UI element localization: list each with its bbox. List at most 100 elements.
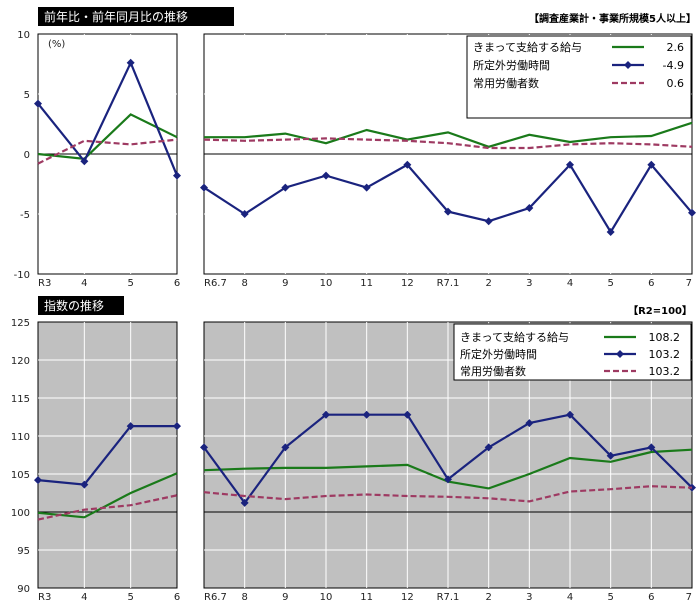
data-point-2-right bbox=[566, 410, 574, 419]
legend-value: 0.6 bbox=[667, 77, 685, 90]
legend: きまって支給する給与 108.2 所定外労働時間 103.2 常用労働者数 103.2 bbox=[453, 323, 692, 381]
x-tick-label: R6.7 bbox=[204, 278, 227, 289]
series-line-3-left bbox=[37, 138, 178, 165]
x-tick-label: R7.1 bbox=[437, 592, 460, 603]
data-point-2-right bbox=[200, 183, 208, 192]
series-line-2-left bbox=[37, 60, 179, 177]
y-tick-label: -5 bbox=[20, 210, 30, 221]
x-tick-label: 12 bbox=[401, 592, 414, 603]
data-point-2-right bbox=[606, 228, 615, 236]
legend-label: 所定外労働時間 bbox=[460, 347, 537, 361]
x-tick-label: 4 bbox=[81, 278, 87, 289]
x-tick-label: R7.1 bbox=[437, 278, 460, 289]
legend-marker bbox=[624, 61, 632, 69]
data-point-2-right bbox=[362, 183, 371, 192]
plot-panel-left: R3 4 5 6 bbox=[34, 33, 181, 289]
data-point-2-right bbox=[566, 160, 574, 169]
y-tick-label: 105 bbox=[11, 470, 30, 481]
legend-label: きまって支給する給与 bbox=[460, 330, 569, 344]
series-line-3-right bbox=[203, 485, 693, 503]
chart-1: 前年比・前年同月比の推移 【調査産業計・事業所規模5人以上】 R3 4 5 6 R6.7 8 9… bbox=[14, 7, 696, 289]
series-line-3-right bbox=[203, 137, 693, 150]
data-point-2-left bbox=[80, 157, 89, 166]
data-point-2-right bbox=[525, 419, 534, 428]
chart-title-box bbox=[38, 7, 234, 26]
y-tick-label: 90 bbox=[17, 584, 30, 595]
legend-value: 103.2 bbox=[649, 365, 681, 378]
legend-label: 常用労働者数 bbox=[473, 76, 539, 90]
x-tick-label: 6 bbox=[648, 278, 654, 289]
data-point-2-right bbox=[444, 475, 452, 484]
x-tick-label: 5 bbox=[127, 592, 133, 603]
x-tick-label: 4 bbox=[567, 592, 573, 603]
x-tick-label: 10 bbox=[320, 278, 333, 289]
x-tick-label: 9 bbox=[282, 592, 288, 603]
data-point-2-right bbox=[240, 210, 249, 218]
data-point-2-left bbox=[34, 99, 42, 108]
x-tick-label: 6 bbox=[174, 278, 180, 289]
data-point-2-right bbox=[240, 498, 249, 507]
x-tick-label: 9 bbox=[282, 278, 288, 289]
series-line-1-left bbox=[37, 113, 178, 160]
data-point-2-right bbox=[525, 204, 534, 212]
x-tick-label: 5 bbox=[607, 592, 613, 603]
x-tick-label: 2 bbox=[485, 592, 491, 603]
y-tick-label: 5 bbox=[24, 90, 30, 101]
legend-value: 103.2 bbox=[649, 348, 681, 361]
y-tick-label: 125 bbox=[11, 318, 30, 329]
plot-panel-left: R3 4 5 6 bbox=[34, 321, 181, 603]
data-point-2-right bbox=[200, 443, 208, 452]
data-point-2-right bbox=[281, 183, 290, 192]
data-point-2-right bbox=[403, 160, 412, 169]
x-tick-label: 6 bbox=[174, 592, 180, 603]
data-point-2-right bbox=[322, 171, 330, 180]
x-tick-label: 3 bbox=[526, 278, 532, 289]
x-tick-label: 7 bbox=[686, 592, 692, 603]
x-tick-label: 10 bbox=[320, 592, 333, 603]
data-point-2-left bbox=[173, 422, 181, 431]
x-tick-label: 8 bbox=[241, 278, 247, 289]
chart-title: 前年比・前年同月比の推移 bbox=[44, 9, 188, 24]
legend-box bbox=[453, 323, 692, 381]
data-point-2-right bbox=[322, 410, 330, 419]
data-point-2-right bbox=[484, 217, 493, 226]
x-tick-label: 5 bbox=[127, 278, 133, 289]
y-tick-label: 120 bbox=[11, 356, 30, 367]
chart-title: 指数の推移 bbox=[44, 298, 104, 313]
x-tick-label: R3 bbox=[38, 278, 51, 289]
x-tick-label: R6.7 bbox=[204, 592, 227, 603]
series-line-1-right bbox=[204, 121, 693, 148]
x-tick-label: 3 bbox=[526, 592, 532, 603]
legend-label: 常用労働者数 bbox=[460, 364, 526, 378]
data-point-2-left bbox=[34, 476, 42, 485]
x-tick-label: 2 bbox=[485, 278, 491, 289]
legend-box bbox=[466, 35, 692, 119]
y-tick-label: 115 bbox=[11, 394, 30, 405]
data-point-2-right bbox=[403, 410, 412, 419]
series-line-2-left bbox=[37, 425, 177, 486]
y-tick-label: 0 bbox=[24, 150, 30, 161]
data-point-2-left bbox=[173, 171, 181, 180]
y-tick-label: 100 bbox=[11, 508, 30, 519]
y-unit-label: (%) bbox=[48, 39, 65, 50]
data-point-2-right bbox=[647, 160, 656, 169]
legend-label: 所定外労働時間 bbox=[473, 58, 550, 72]
y-tick-label: 95 bbox=[17, 546, 30, 557]
chart-note: 【調査産業計・事業所規模5人以上】 bbox=[529, 12, 696, 25]
series-line-3-left bbox=[37, 494, 178, 521]
legend: きまって支給する給与 2.6 所定外労働時間 -4.9 常用労働者数 0.6 bbox=[466, 35, 692, 119]
x-tick-label: R3 bbox=[38, 592, 51, 603]
y-tick-label: 10 bbox=[17, 30, 30, 41]
legend-value: 108.2 bbox=[649, 331, 681, 344]
legend-marker bbox=[616, 350, 624, 358]
chart-2: 指数の推移 【R2=100】 R3 4 5 6 R6.7 8 9 10 11 12 R7.1 2 3 4 5 6 7… bbox=[11, 296, 696, 603]
data-point-2-right bbox=[444, 207, 452, 216]
data-point-2-left bbox=[80, 480, 89, 489]
legend-value: 2.6 bbox=[667, 41, 685, 54]
x-tick-label: 7 bbox=[686, 278, 692, 289]
legend-label: きまって支給する給与 bbox=[473, 40, 582, 54]
x-tick-label: 5 bbox=[607, 278, 613, 289]
y-tick-label: -10 bbox=[14, 270, 30, 281]
